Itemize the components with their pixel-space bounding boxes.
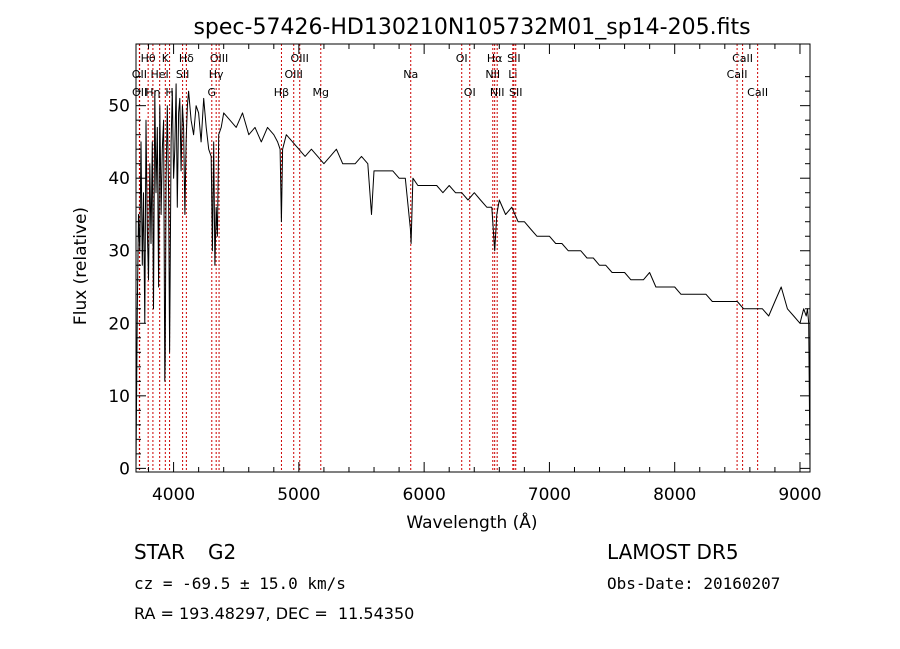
line-marker-label: Mg	[313, 86, 329, 99]
line-marker-label: Hγ	[209, 68, 224, 81]
line-marker-label: SII	[176, 68, 189, 81]
line-marker-label: NII	[485, 68, 500, 81]
line-marker-label: K	[162, 52, 170, 65]
y-tick-label: 10	[108, 387, 130, 407]
x-tick-label: 5000	[277, 485, 320, 505]
x-axis-label: Wavelength (Å)	[406, 511, 537, 533]
line-marker-label: CaII	[747, 86, 768, 99]
line-marker-label: HeI	[151, 68, 169, 81]
x-tick-label: 9000	[778, 485, 821, 505]
series-group	[135, 83, 811, 469]
y-tick-label: 20	[108, 314, 130, 334]
observation-date: Obs-Date: 20160207	[607, 574, 781, 593]
spectrum-series-line	[135, 83, 811, 469]
line-marker-label: OIII	[210, 52, 228, 65]
line-marker-label: Na	[403, 68, 418, 81]
line-marker-label: Hβ	[274, 86, 289, 99]
line-marker-label: OIII	[285, 68, 303, 81]
redshift-cz: cz = -69.5 ± 15.0 km/s	[134, 574, 346, 593]
y-axis-label: Flux (relative)	[71, 207, 91, 325]
y-tick-label: 40	[108, 169, 130, 189]
line-marker-label: OI	[456, 52, 468, 65]
line-marker-label: SII	[507, 52, 520, 65]
axis-ticks: 4000 5000 6000 7000 8000 9000 0 10 20 30 40 50	[108, 44, 822, 505]
line-marker-label: SII	[509, 86, 522, 99]
line-marker-label: Hα	[487, 52, 503, 65]
line-marker-label: OI	[464, 86, 476, 99]
survey-name: LAMOST DR5	[607, 540, 739, 564]
y-tick-label: 50	[108, 97, 130, 117]
line-marker-label: CaII	[727, 68, 748, 81]
line-marker-label: H	[165, 86, 173, 99]
x-tick-label: 8000	[653, 485, 696, 505]
line-marker-label: CaII	[732, 52, 753, 65]
x-tick-label: 6000	[403, 485, 446, 505]
line-marker-label: Hθ	[141, 52, 156, 65]
x-tick-label: 7000	[528, 485, 571, 505]
coordinates: RA = 193.48297, DEC = 11.54350	[134, 604, 415, 623]
line-marker-label: NII	[490, 86, 505, 99]
y-tick-label: 30	[108, 242, 130, 262]
line-marker-label: G	[208, 86, 217, 99]
line-marker-label: Hη	[145, 86, 160, 99]
line-marker-label: Hδ	[179, 52, 194, 65]
object-class: STAR	[134, 540, 185, 564]
object-subclass: G2	[208, 540, 237, 564]
x-tick-label: 4000	[152, 485, 195, 505]
y-tick-label: 0	[119, 459, 130, 479]
line-marker-label: OIII	[291, 52, 309, 65]
chart-title: spec-57426-HD130210N105732M01_sp14-205.f…	[193, 15, 750, 40]
line-marker-label: Li	[508, 68, 517, 81]
plot-frame	[135, 43, 811, 473]
